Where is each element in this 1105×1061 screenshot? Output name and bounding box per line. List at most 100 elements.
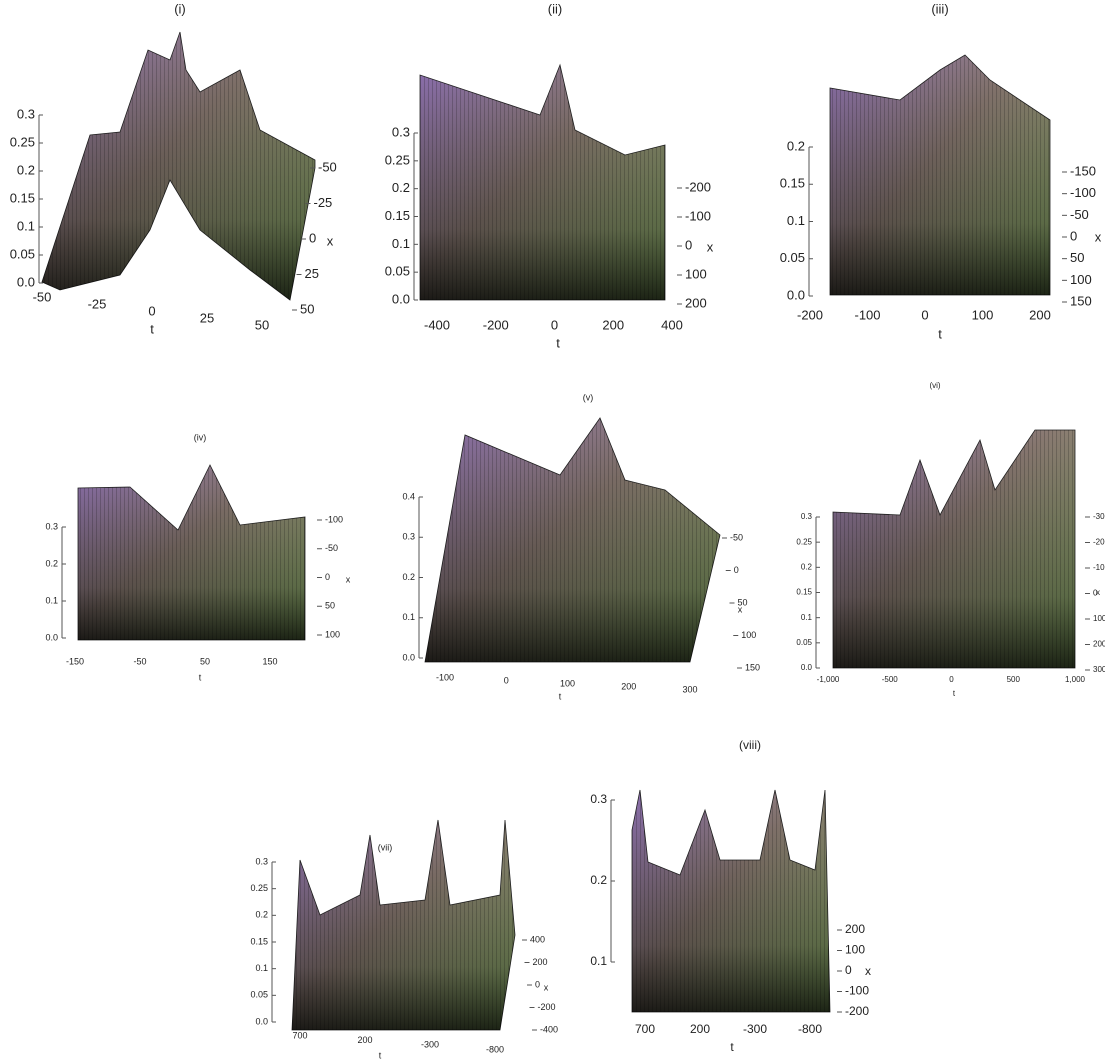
x-tick-label: -200 bbox=[538, 1002, 556, 1012]
t-tick-label: 150 bbox=[262, 656, 277, 666]
x-tick-label: 200 bbox=[845, 922, 865, 936]
t-axis-label: t bbox=[150, 321, 154, 336]
t-tick-label: -300 bbox=[421, 1040, 439, 1050]
x-tick-label: 0 bbox=[1070, 228, 1077, 243]
t-axis-label: t bbox=[953, 689, 956, 698]
z-tick-label: 0.15 bbox=[780, 176, 805, 191]
z-tick-label: 0.25 bbox=[385, 152, 410, 167]
x-tick-label: 25 bbox=[305, 266, 319, 281]
surface-shade bbox=[420, 65, 665, 300]
t-tick-label: -1,000 bbox=[817, 675, 840, 684]
surface-shade bbox=[632, 790, 830, 1012]
x-tick-label: 0 bbox=[734, 565, 739, 575]
t-tick-label: -50 bbox=[133, 656, 146, 666]
x-tick-label: -150 bbox=[1070, 163, 1096, 178]
z-tick-label: 0.25 bbox=[796, 537, 812, 546]
x-tick-label: -200 bbox=[1093, 538, 1105, 547]
z-tick-label: 0.05 bbox=[780, 250, 805, 265]
z-tick-label: 0.15 bbox=[250, 936, 268, 946]
z-tick-label: 0.3 bbox=[801, 512, 813, 521]
t-tick-label: 200 bbox=[690, 1022, 710, 1036]
z-tick-label: 0.15 bbox=[385, 208, 410, 223]
x-axis-label: x bbox=[865, 964, 871, 978]
z-tick-label: 0.1 bbox=[17, 218, 35, 233]
x-axis-label: x bbox=[707, 239, 714, 254]
x-tick-label: 0 bbox=[535, 979, 540, 989]
x-tick-label: 0 bbox=[685, 237, 692, 252]
x-tick-label: -200 bbox=[845, 1004, 869, 1018]
t-tick-label: -200 bbox=[797, 307, 823, 322]
z-tick-label: 0.0 bbox=[17, 274, 35, 289]
t-tick-label: 1,000 bbox=[1065, 675, 1086, 684]
z-tick-label: 0.05 bbox=[10, 246, 35, 261]
z-tick-label: 0.1 bbox=[590, 954, 607, 968]
z-tick-label: 0.0 bbox=[787, 287, 805, 302]
z-tick-label: 0.3 bbox=[392, 124, 410, 139]
t-tick-label: -800 bbox=[798, 1022, 822, 1036]
x-axis-label: x bbox=[738, 604, 743, 614]
x-tick-label: -50 bbox=[1070, 207, 1089, 222]
x-tick-label: 300 bbox=[1093, 665, 1105, 674]
z-tick-label: 0.1 bbox=[787, 213, 805, 228]
x-tick-label: 0 bbox=[309, 230, 316, 245]
x-tick-label: 200 bbox=[1093, 640, 1105, 649]
z-tick-label: 0.3 bbox=[590, 792, 607, 806]
x-tick-label: -25 bbox=[314, 195, 333, 210]
x-tick-label: -100 bbox=[1070, 185, 1096, 200]
z-tick-label: 0.05 bbox=[250, 990, 268, 1000]
t-axis-label: t bbox=[379, 1050, 382, 1060]
x-tick-label: 100 bbox=[1070, 272, 1092, 287]
z-tick-label: 0.1 bbox=[45, 595, 58, 605]
x-tick-label: -100 bbox=[685, 208, 711, 223]
panel-label: (iv) bbox=[194, 432, 207, 442]
surface-shade bbox=[42, 32, 315, 300]
z-tick-label: 0.1 bbox=[402, 612, 415, 622]
t-axis-label: t bbox=[199, 672, 202, 682]
t-tick-label: 200 bbox=[621, 681, 636, 691]
surface-shade bbox=[78, 465, 305, 640]
x-tick-label: -50 bbox=[318, 159, 337, 174]
x-tick-label: -50 bbox=[325, 543, 338, 553]
z-tick-label: 0.0 bbox=[392, 291, 410, 306]
z-tick-label: 0.15 bbox=[796, 588, 812, 597]
x-tick-label: 100 bbox=[685, 266, 707, 281]
x-tick-label: 50 bbox=[300, 301, 314, 316]
t-tick-label: -50 bbox=[33, 289, 52, 304]
t-tick-label: 200 bbox=[1029, 307, 1051, 322]
z-tick-label: 0.0 bbox=[255, 1016, 268, 1026]
x-tick-label: -300 bbox=[1093, 512, 1105, 521]
z-tick-label: 0.1 bbox=[392, 236, 410, 251]
panel-label: (ii) bbox=[548, 1, 562, 16]
z-tick-label: 0.2 bbox=[590, 873, 607, 887]
t-tick-label: 25 bbox=[200, 310, 214, 325]
x-tick-label: 50 bbox=[1070, 250, 1084, 265]
z-tick-label: 0.0 bbox=[801, 663, 813, 672]
z-tick-label: 0.0 bbox=[402, 652, 415, 662]
t-axis-label: t bbox=[559, 691, 562, 701]
t-tick-label: 0 bbox=[148, 303, 155, 318]
surface-shade bbox=[830, 55, 1050, 295]
panel-label: (iii) bbox=[931, 1, 948, 16]
z-tick-label: 0.05 bbox=[385, 264, 410, 279]
t-tick-label: 700 bbox=[292, 1030, 307, 1040]
t-tick-label: 700 bbox=[635, 1022, 655, 1036]
z-tick-label: 0.2 bbox=[787, 138, 805, 153]
t-axis-label: t bbox=[556, 335, 560, 350]
t-tick-label: -100 bbox=[854, 307, 880, 322]
x-tick-label: 400 bbox=[530, 934, 545, 944]
x-tick-label: -200 bbox=[685, 179, 711, 194]
x-tick-label: 50 bbox=[325, 601, 335, 611]
panel-label: (v) bbox=[583, 392, 594, 402]
z-tick-label: 0.4 bbox=[402, 491, 415, 501]
t-tick-label: 0 bbox=[921, 307, 928, 322]
x-tick-label: 100 bbox=[325, 629, 340, 639]
t-tick-label: -200 bbox=[483, 317, 509, 332]
t-tick-label: 500 bbox=[1007, 675, 1021, 684]
t-tick-label: -500 bbox=[882, 675, 899, 684]
t-tick-label: -400 bbox=[424, 317, 450, 332]
x-tick-label: 200 bbox=[533, 957, 548, 967]
x-tick-label: 150 bbox=[1070, 293, 1092, 308]
